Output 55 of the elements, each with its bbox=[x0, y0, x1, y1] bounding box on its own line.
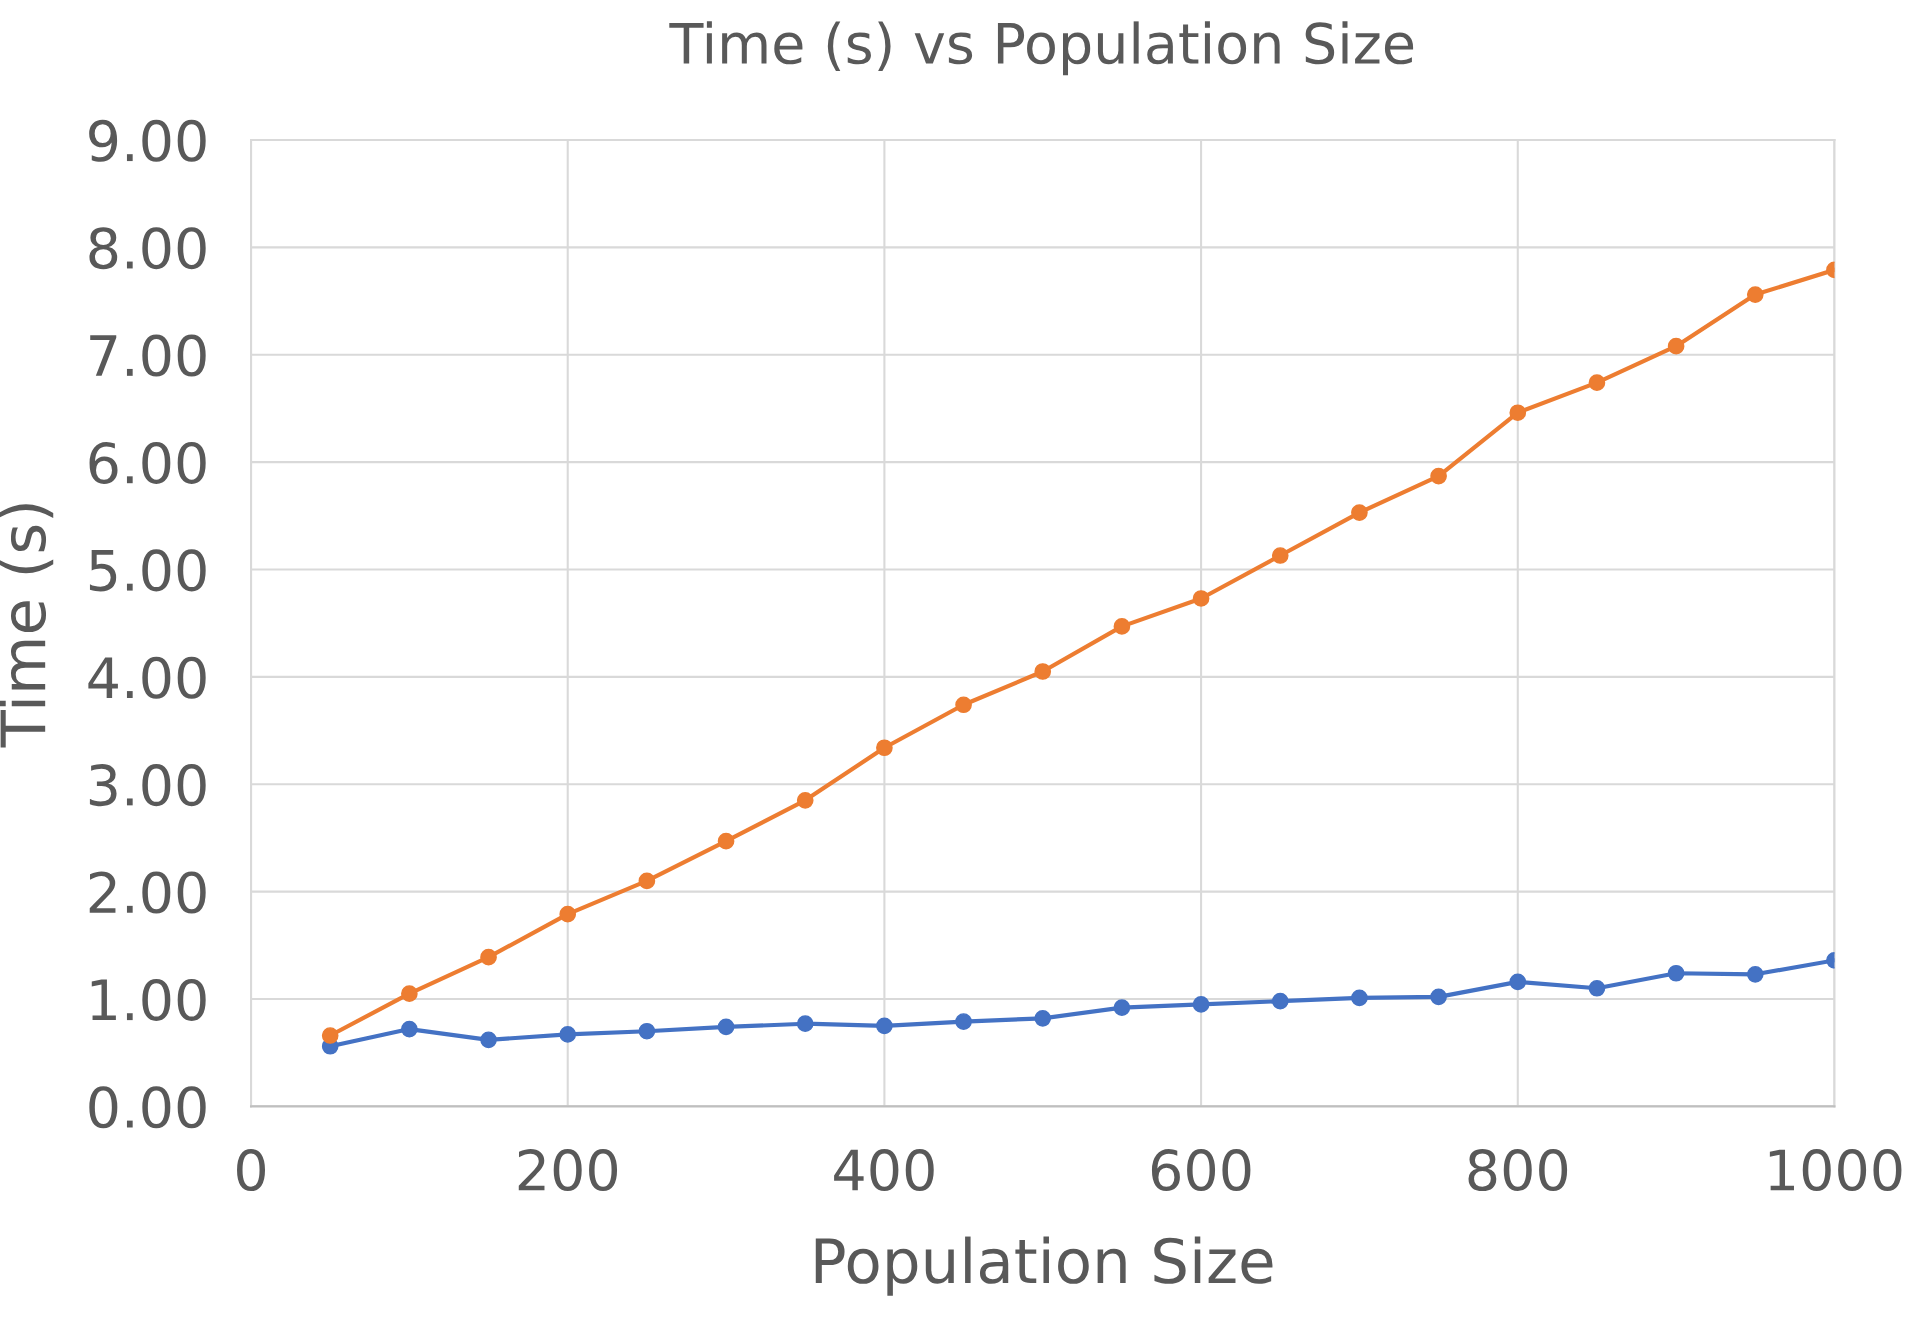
y-tick-label: 9.00 bbox=[89, 119, 206, 162]
point bbox=[1588, 374, 1606, 391]
point bbox=[321, 1027, 339, 1044]
y-tick-label: 2.00 bbox=[89, 871, 206, 914]
point bbox=[1509, 973, 1527, 991]
point bbox=[1034, 663, 1052, 680]
point bbox=[1113, 618, 1131, 635]
point bbox=[1430, 467, 1447, 485]
point bbox=[638, 1022, 656, 1040]
point bbox=[1746, 965, 1764, 983]
point bbox=[1430, 988, 1447, 1006]
x-tick-label: 400 bbox=[834, 1149, 934, 1192]
y-tick-label: 0.00 bbox=[89, 1086, 206, 1129]
chart-title: Time (s) vs Population Size bbox=[669, 21, 1414, 76]
point bbox=[480, 1031, 497, 1049]
point bbox=[717, 1018, 735, 1036]
point bbox=[1746, 286, 1764, 303]
y-tick-label: 3.00 bbox=[89, 764, 206, 807]
y-tick-label: 8.00 bbox=[89, 227, 206, 270]
point bbox=[955, 1013, 972, 1030]
x-tick-label: 600 bbox=[1151, 1149, 1251, 1192]
point bbox=[796, 792, 814, 809]
point bbox=[1351, 989, 1368, 1007]
point bbox=[717, 832, 735, 850]
point bbox=[1667, 964, 1685, 982]
y-tick-label: 7.00 bbox=[90, 334, 206, 377]
point bbox=[1034, 1010, 1052, 1027]
point bbox=[401, 985, 418, 1002]
point bbox=[1192, 996, 1210, 1013]
point bbox=[480, 948, 497, 966]
point bbox=[401, 1020, 418, 1038]
point bbox=[876, 739, 893, 757]
point bbox=[1509, 404, 1527, 422]
x-tick-label: 800 bbox=[1468, 1149, 1568, 1192]
y-tick-label: 5.00 bbox=[89, 549, 206, 592]
point bbox=[1667, 337, 1685, 355]
point bbox=[876, 1017, 893, 1035]
point bbox=[1271, 547, 1289, 564]
y-tick-label: 1.00 bbox=[91, 978, 206, 1021]
y-tick-label: 4.00 bbox=[88, 656, 206, 699]
point bbox=[1192, 590, 1210, 607]
x-tick-label: 200 bbox=[518, 1149, 618, 1192]
point bbox=[559, 905, 577, 923]
point bbox=[1588, 979, 1606, 997]
point bbox=[1271, 992, 1289, 1010]
x-tick-label: 1000 bbox=[1769, 1149, 1902, 1192]
x-tick-label: 0 bbox=[237, 1149, 266, 1192]
point bbox=[1351, 504, 1368, 521]
point bbox=[1113, 999, 1131, 1016]
point bbox=[955, 696, 972, 714]
y-tick-label: 6.00 bbox=[89, 441, 206, 484]
point bbox=[559, 1026, 577, 1043]
point bbox=[796, 1015, 814, 1033]
point bbox=[638, 872, 656, 890]
x-axis-title: Population Size bbox=[815, 1236, 1273, 1296]
